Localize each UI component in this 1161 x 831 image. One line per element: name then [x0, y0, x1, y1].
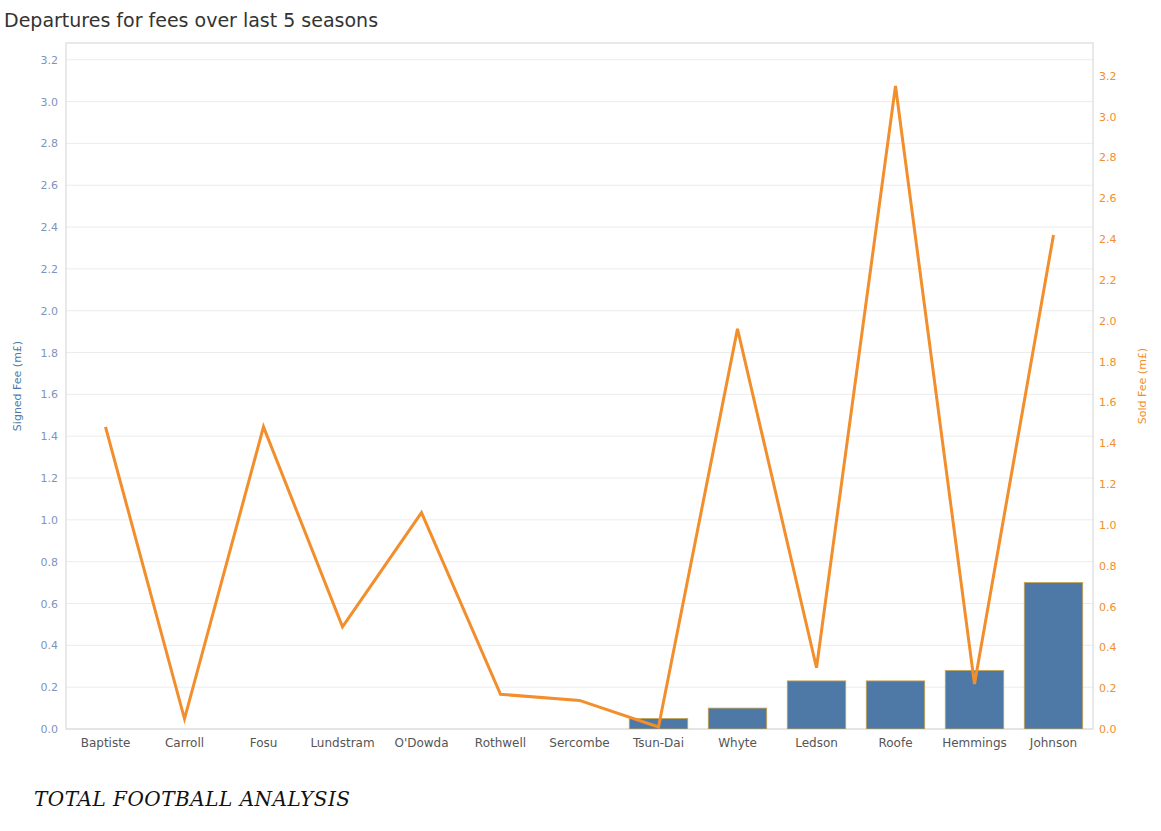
grid-line: [66, 101, 1093, 102]
grid-line: [66, 185, 1093, 186]
plot-frame: [66, 43, 1093, 729]
bar: [1024, 583, 1082, 729]
bar: [866, 681, 924, 729]
y-tick-label: 2.2: [41, 263, 59, 276]
y-tick-label: 1.4: [41, 430, 59, 443]
x-tick-label: Baptiste: [81, 736, 131, 750]
y-tick-label: 1.6: [41, 388, 59, 401]
y2-tick-label: 1.4: [1099, 437, 1117, 450]
grid-line: [66, 143, 1093, 144]
y2-tick-label: 2.2: [1099, 274, 1117, 287]
x-tick-label: Whyte: [718, 736, 757, 750]
y2-tick-label: 1.2: [1099, 478, 1117, 491]
y2-tick-label: 1.6: [1099, 396, 1117, 409]
y-tick-label: 0.0: [41, 723, 59, 736]
y-tick-label: 2.0: [41, 305, 59, 318]
y-tick-label: 0.6: [41, 598, 59, 611]
y2-tick-label: 0.0: [1099, 723, 1117, 736]
x-tick-label: O'Dowda: [394, 736, 448, 750]
grid-line: [66, 352, 1093, 353]
y-tick-label: 1.8: [41, 347, 59, 360]
y-tick-label: 1.2: [41, 472, 59, 485]
y2-tick-label: 1.8: [1099, 356, 1117, 369]
marks: [106, 86, 1083, 729]
grid-line: [66, 59, 1093, 60]
x-tick-label: Ledson: [795, 736, 838, 750]
x-tick-label: Fosu: [250, 736, 278, 750]
y2-tick-label: 3.0: [1099, 111, 1117, 124]
grid-line: [66, 603, 1093, 604]
grid-line: [66, 519, 1093, 520]
title: Departures for fees over last 5 seasons: [4, 9, 378, 31]
y-axis-title: Signed Fee (m£): [11, 341, 24, 431]
y-tick-label: 0.8: [41, 556, 59, 569]
grid-line: [66, 687, 1093, 688]
grid-line: [66, 227, 1093, 228]
x-tick-label: Roofe: [878, 736, 912, 750]
y-tick-label: 2.4: [41, 221, 59, 234]
grid-line: [66, 645, 1093, 646]
y2-tick-label: 2.4: [1099, 233, 1117, 246]
grid-line: [66, 268, 1093, 269]
logo-text: TOTAL FOOTBALL ANALYSIS: [34, 787, 351, 811]
y-tick-label: 2.6: [41, 179, 59, 192]
y2-tick-label: 0.6: [1099, 601, 1117, 614]
bar: [708, 708, 766, 729]
y2-axis-title: Sold Fee (m£): [1136, 348, 1149, 424]
y2-tick-label: 0.2: [1099, 682, 1117, 695]
grid-line: [66, 394, 1093, 395]
x-tick-label: Hemmings: [942, 736, 1007, 750]
line: [106, 86, 1054, 727]
y2-tick-label: 2.8: [1099, 151, 1117, 164]
y2-tick-label: 0.4: [1099, 641, 1117, 654]
bar: [787, 681, 845, 729]
y-tick-label: 0.2: [41, 681, 59, 694]
x-tick-label: Carroll: [165, 736, 204, 750]
x-tick-label: Tsun-Dai: [632, 736, 684, 750]
y2-tick-label: 3.2: [1099, 70, 1117, 83]
y-tick-label: 3.2: [41, 54, 59, 67]
grid-line: [66, 478, 1093, 479]
chart: Departures for fees over last 5 seasons 0…: [0, 0, 1161, 831]
x-tick-label: Sercombe: [549, 736, 609, 750]
y2-tick-label: 2.0: [1099, 315, 1117, 328]
y-tick-label: 0.4: [41, 639, 59, 652]
x-tick-label: Lundstram: [310, 736, 374, 750]
y-tick-label: 3.0: [41, 96, 59, 109]
grid: [66, 60, 1093, 729]
y-tick-label: 2.8: [41, 137, 59, 150]
y2-tick-label: 1.0: [1099, 519, 1117, 532]
y-tick-label: 1.0: [41, 514, 59, 527]
y2-tick-label: 0.8: [1099, 560, 1117, 573]
x-tick-label: Rothwell: [475, 736, 526, 750]
grid-line: [66, 561, 1093, 562]
x-tick-label: Johnson: [1029, 736, 1077, 750]
grid-line: [66, 436, 1093, 437]
grid-line: [66, 310, 1093, 311]
y2-tick-label: 2.6: [1099, 192, 1117, 205]
